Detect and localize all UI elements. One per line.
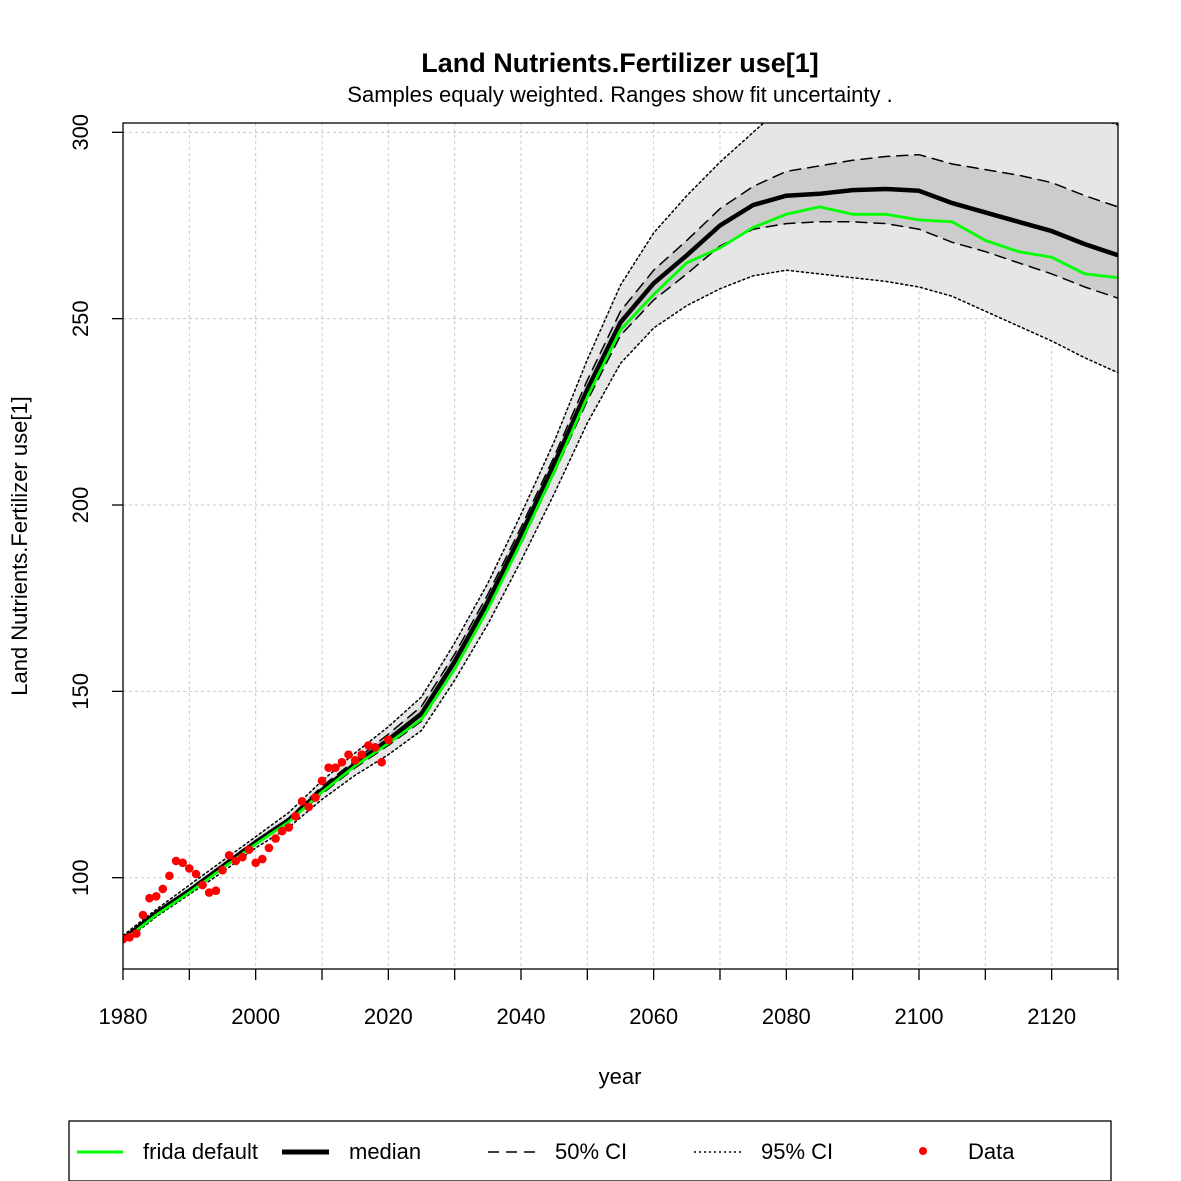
x-tick-label-2120: 2120 — [1027, 1004, 1076, 1029]
data-point — [211, 886, 221, 895]
x-axis: 1980 2000 2020 2040 2060 2080 2100 2120 — [99, 969, 1119, 1029]
data-point — [284, 823, 294, 832]
data-point — [198, 880, 207, 890]
y-tick-label-100: 100 — [68, 859, 93, 896]
data-point — [331, 763, 340, 772]
data-point — [125, 933, 134, 942]
data-point — [291, 811, 300, 821]
x-tick-label-2080: 2080 — [762, 1004, 811, 1029]
data-point — [151, 892, 161, 901]
data-point — [238, 852, 247, 862]
data-point — [138, 910, 148, 920]
legend-label-50ci: 50% CI — [555, 1139, 627, 1164]
series-line-95-ci-lower — [123, 269, 1118, 944]
data-point — [231, 856, 241, 866]
y-axis: 100 150 200 250 300 — [68, 114, 123, 896]
series-line-median — [123, 186, 1118, 942]
y-tick-label-200: 200 — [68, 487, 93, 524]
data-point — [204, 888, 214, 897]
data-point — [244, 845, 254, 854]
data-point — [264, 843, 274, 853]
data-point — [344, 750, 353, 759]
legend-swatch-data — [919, 1147, 927, 1155]
plot-frame — [122, 122, 1119, 970]
x-tick-label-2060: 2060 — [629, 1004, 678, 1029]
x-axis-label: year — [599, 1064, 642, 1089]
data-point — [364, 741, 373, 750]
data-point — [185, 864, 194, 873]
data-point — [218, 865, 227, 875]
series-lines — [123, 123, 1118, 944]
y-tick-label-250: 250 — [68, 300, 93, 337]
y-tick-label-300: 300 — [68, 114, 93, 151]
x-tick-label-1980: 1980 — [99, 1004, 148, 1029]
data-point — [145, 893, 154, 903]
series-line-frida-default — [123, 205, 1118, 943]
data-point — [271, 834, 280, 843]
data-point — [165, 871, 174, 881]
data-point — [258, 854, 267, 864]
data-point — [370, 743, 380, 752]
data-point — [304, 802, 314, 812]
data-point — [357, 750, 367, 759]
data-point — [132, 929, 141, 938]
x-tick-label-2020: 2020 — [364, 1004, 413, 1029]
data-point — [377, 757, 387, 767]
chart-subtitle: Samples equaly weighted. Ranges show fit… — [347, 82, 892, 107]
data-point — [224, 851, 234, 860]
data-point — [311, 793, 320, 802]
data-point — [171, 856, 181, 866]
data-point — [384, 735, 393, 745]
data-point — [178, 858, 187, 868]
y-axis-label: Land Nutrients.Fertilizer use[1] — [7, 396, 32, 696]
x-tick-label-2040: 2040 — [497, 1004, 546, 1029]
data-point — [251, 858, 260, 868]
data-point — [191, 869, 201, 879]
data-point — [350, 756, 360, 765]
chart-title: Land Nutrients.Fertilizer use[1] — [421, 48, 819, 78]
legend-label-median: median — [349, 1139, 421, 1164]
legend: frida default median 50% CI 95% CI Data — [68, 1120, 1112, 1181]
data-point — [158, 884, 168, 894]
legend-label-data: Data — [968, 1139, 1015, 1164]
data-point — [337, 757, 347, 767]
data-point — [297, 797, 307, 806]
legend-box — [68, 1120, 1112, 1181]
data-point — [324, 763, 333, 772]
legend-label-95ci: 95% CI — [761, 1139, 833, 1164]
legend-label-frida-default: frida default — [143, 1139, 258, 1164]
x-tick-label-2000: 2000 — [231, 1004, 280, 1029]
plot-area — [123, 123, 1118, 944]
data-points — [123, 735, 393, 944]
data-point — [317, 776, 327, 786]
x-tick-label-2100: 2100 — [895, 1004, 944, 1029]
series-line-95-ci-upper — [123, 123, 1118, 937]
data-point — [277, 826, 287, 836]
y-tick-label-150: 150 — [68, 673, 93, 710]
